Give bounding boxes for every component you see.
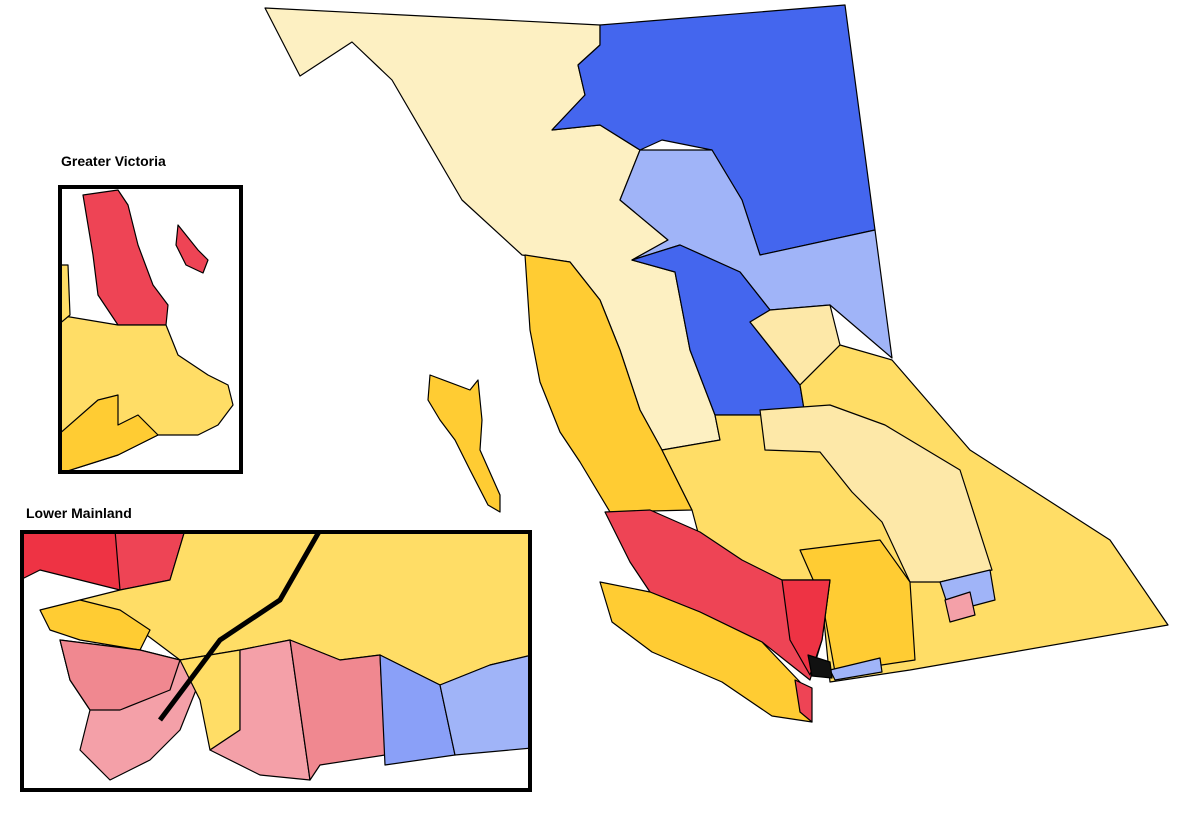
inset-lower-mainland <box>20 530 532 792</box>
region-oak-bay <box>58 394 159 474</box>
region-cariboo <box>749 304 841 386</box>
inset-label: Lower Mainland <box>26 505 132 521</box>
region-saanich <box>82 189 169 326</box>
inset-label: Greater Victoria <box>61 153 166 169</box>
province-map <box>264 4 1169 723</box>
region-chilliwack <box>439 654 532 756</box>
region-penticton <box>944 591 976 623</box>
region-fraser <box>829 657 883 681</box>
inset-map <box>20 530 532 792</box>
region-gulf <box>175 224 209 274</box>
region-victoria <box>794 679 813 723</box>
region-abbotsford <box>289 639 386 781</box>
region-vancouver <box>39 599 151 651</box>
region-surrey <box>59 639 181 711</box>
inset-map <box>58 185 243 474</box>
region-thompson <box>759 404 993 583</box>
inset-greater-victoria <box>58 185 243 474</box>
region-vancouver <box>807 654 833 679</box>
region-haida-gwaii <box>427 374 501 513</box>
